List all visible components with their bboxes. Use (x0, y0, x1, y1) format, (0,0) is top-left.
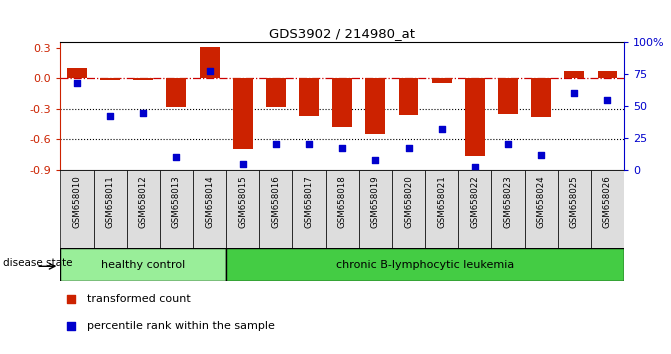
Bar (325, 170, 359, 248)
Point (569, 91, 580, 96)
Bar (226, 248, 624, 281)
Text: GSM658020: GSM658020 (404, 175, 413, 228)
Text: GSM658013: GSM658013 (172, 175, 181, 228)
Point (138, 110, 149, 115)
Point (503, 142, 513, 147)
Bar (458, 170, 491, 248)
Bar (100, 78, 120, 80)
Point (535, 152, 546, 158)
Bar (591, 170, 624, 248)
Bar (259, 170, 293, 248)
Bar (293, 170, 325, 248)
Point (436, 126, 447, 132)
Bar (531, 78, 551, 117)
Title: GDS3902 / 214980_at: GDS3902 / 214980_at (269, 27, 415, 40)
Point (304, 142, 315, 147)
Point (171, 154, 182, 160)
Bar (431, 78, 452, 83)
Point (602, 97, 613, 103)
Text: GSM658024: GSM658024 (537, 175, 546, 228)
Bar (491, 170, 525, 248)
Bar (498, 78, 518, 114)
Bar (299, 78, 319, 116)
Bar (60, 248, 226, 281)
Text: GSM658011: GSM658011 (105, 175, 115, 228)
Bar (193, 170, 226, 248)
Bar (127, 170, 160, 248)
Text: GSM658012: GSM658012 (139, 175, 148, 228)
Bar (60, 170, 93, 248)
Bar (266, 78, 286, 107)
Text: GSM658025: GSM658025 (570, 175, 579, 228)
Text: GSM658014: GSM658014 (205, 175, 214, 228)
Bar (200, 47, 219, 78)
Bar (558, 170, 591, 248)
Bar (134, 78, 153, 80)
Point (65, 323, 76, 329)
Bar (366, 78, 385, 134)
Text: chronic B-lymphocytic leukemia: chronic B-lymphocytic leukemia (336, 259, 514, 270)
Point (337, 145, 348, 151)
Bar (359, 170, 392, 248)
Bar (93, 170, 127, 248)
Point (470, 165, 480, 170)
Point (270, 142, 281, 147)
Bar (233, 78, 253, 149)
Bar (399, 78, 419, 115)
Bar (564, 71, 584, 78)
Bar (425, 170, 458, 248)
Text: healthy control: healthy control (101, 259, 185, 270)
Bar (67, 68, 87, 78)
Bar (226, 170, 259, 248)
Bar (392, 170, 425, 248)
Bar (166, 78, 187, 107)
Point (238, 161, 248, 166)
Point (370, 157, 380, 162)
Bar (597, 71, 617, 78)
Text: GSM658022: GSM658022 (470, 175, 479, 228)
Bar (465, 78, 484, 156)
Text: percentile rank within the sample: percentile rank within the sample (87, 321, 275, 331)
Text: GSM658017: GSM658017 (305, 175, 313, 228)
Text: GSM658016: GSM658016 (271, 175, 280, 228)
Text: GSM658021: GSM658021 (437, 175, 446, 228)
Text: transformed count: transformed count (87, 294, 191, 304)
Bar (160, 170, 193, 248)
Point (105, 114, 115, 119)
Text: GSM658018: GSM658018 (338, 175, 347, 228)
Point (65, 296, 76, 302)
Text: GSM658015: GSM658015 (238, 175, 247, 228)
Point (204, 68, 215, 73)
Text: GSM658010: GSM658010 (72, 175, 81, 228)
Bar (525, 170, 558, 248)
Point (403, 145, 414, 151)
Bar (332, 78, 352, 127)
Text: GSM658019: GSM658019 (371, 175, 380, 228)
Text: disease state: disease state (3, 258, 72, 268)
Text: GSM658026: GSM658026 (603, 175, 612, 228)
Text: GSM658023: GSM658023 (503, 175, 513, 228)
Point (72, 80, 83, 86)
